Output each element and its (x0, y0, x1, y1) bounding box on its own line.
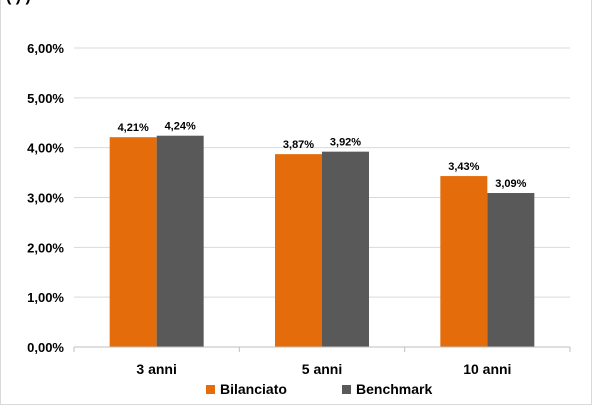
data-label: 3,87% (283, 139, 314, 151)
data-label: 4,21% (118, 122, 149, 134)
y-tick-label: 5,00% (27, 91, 64, 106)
data-labels: 4,21% 4,24% 3,87% 3,92% 3,43% 3,09% (118, 121, 527, 190)
data-label: 4,24% (165, 121, 196, 133)
legend-swatch-bilanciato (206, 385, 215, 394)
x-tick-label: 3 anni (136, 361, 176, 377)
y-tick-label: 6,00% (27, 41, 64, 56)
y-axis-ticks: 0,00% 1,00% 2,00% 3,00% 4,00% 5,00% 6,00% (27, 41, 64, 355)
legend: Bilanciato Benchmark (206, 381, 432, 397)
bar-bilanciato (109, 137, 157, 347)
header-fragment: ( ) ) (0, 0, 592, 12)
data-label: 3,92% (330, 137, 361, 149)
bar-benchmark (487, 193, 535, 347)
y-tick-label: 3,00% (27, 191, 64, 206)
bar-benchmark (322, 151, 369, 347)
legend-label-bilanciato: Bilanciato (220, 381, 287, 397)
y-tick-label: 2,00% (27, 240, 64, 255)
bar-bilanciato (275, 154, 322, 347)
header-fragment-text: ( ) ) (6, 0, 31, 6)
bars (109, 135, 535, 347)
x-axis (73, 346, 571, 352)
x-tick-label: 5 anni (302, 361, 342, 377)
y-tick-label: 0,00% (27, 340, 64, 355)
y-tick-label: 4,00% (27, 141, 64, 156)
x-tick-label: 10 anni (463, 361, 511, 377)
x-axis-ticks: 3 anni 5 anni 10 anni (136, 361, 511, 377)
bar-benchmark (156, 135, 204, 347)
y-tick-label: 1,00% (27, 290, 64, 305)
bar-bilanciato (440, 176, 488, 347)
legend-swatch-benchmark (342, 385, 351, 394)
data-label: 3,43% (448, 161, 479, 173)
legend-label-benchmark: Benchmark (356, 381, 432, 397)
data-label: 3,09% (495, 178, 526, 190)
